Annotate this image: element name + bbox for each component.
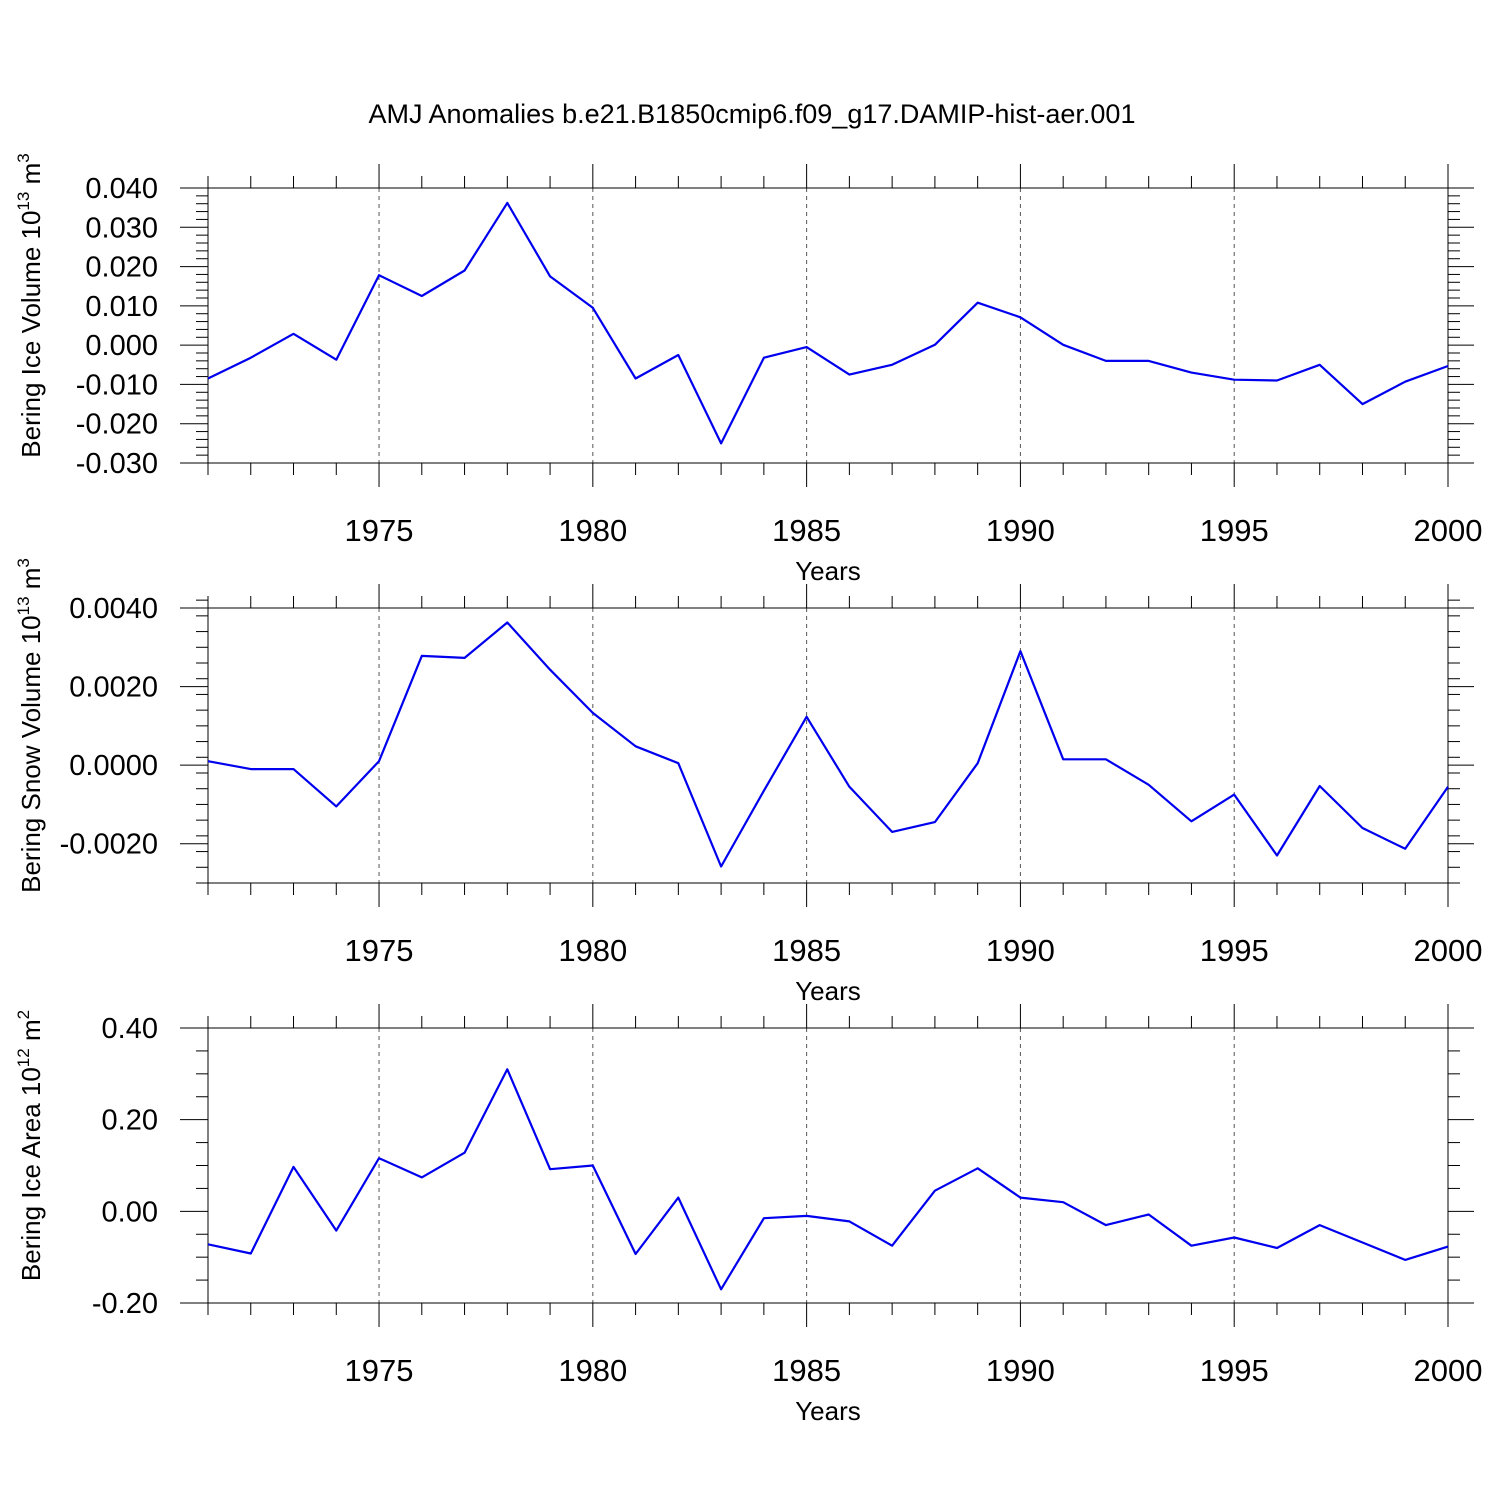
- y-axis-label-unit-exponent: 2: [14, 1010, 33, 1019]
- x-tick-label: 1985: [772, 933, 841, 968]
- y-axis-label-main: Bering Snow Volume 10: [16, 615, 46, 893]
- x-axis-label: Years: [795, 1396, 861, 1426]
- y-tick-label: 0.040: [85, 173, 158, 205]
- y-tick-label: -0.030: [76, 448, 158, 480]
- y-axis-label: Bering Ice Area 1012 m2: [14, 1010, 46, 1281]
- x-tick-label: 1985: [772, 513, 841, 548]
- x-axis-label: Years: [795, 976, 861, 1006]
- y-tick-label: 0.000: [85, 330, 158, 362]
- y-axis-label-main: Bering Ice Volume 10: [16, 211, 46, 458]
- x-tick-label: 1980: [558, 933, 627, 968]
- x-tick-label: 1980: [558, 1353, 627, 1388]
- plot-frame: [207, 607, 1449, 884]
- y-axis-label-unit-exponent: 3: [14, 153, 33, 162]
- plot-frame: [207, 187, 1449, 464]
- x-tick-label: 1980: [558, 513, 627, 548]
- y-tick-label: -0.0020: [60, 829, 158, 861]
- y-axis-label-main: Bering Ice Area 10: [16, 1067, 46, 1281]
- y-tick-label: 0.40: [102, 1013, 158, 1045]
- y-tick-label: -0.20: [92, 1288, 158, 1320]
- x-tick-label: 2000: [1414, 513, 1483, 548]
- y-axis-label-unit: m: [16, 163, 46, 192]
- x-tick-label: 1990: [986, 1353, 1055, 1388]
- x-tick-label: 1985: [772, 1353, 841, 1388]
- series-line: [207, 1068, 1449, 1291]
- chart-title: AMJ Anomalies b.e21.B1850cmip6.f09_g17.D…: [369, 99, 1136, 129]
- x-tick-label: 1990: [986, 933, 1055, 968]
- panel-1: -0.030 -0.020 -0.010 0.000 0.010 0.020 0.030 0.…: [14, 153, 1482, 586]
- y-axis-label-exponent: 12: [14, 1048, 33, 1067]
- y-tick-label: 0.0040: [69, 593, 158, 625]
- y-axis-label-unit: m: [16, 568, 46, 597]
- y-axis-label-exponent: 13: [14, 596, 33, 615]
- y-tick-label: 0.010: [85, 291, 158, 323]
- x-tick-label: 1975: [345, 1353, 414, 1388]
- y-tick-label: 0.20: [102, 1105, 158, 1137]
- x-tick-label: 1975: [345, 513, 414, 548]
- y-tick-label: 0.00: [102, 1196, 158, 1228]
- y-axis-label-unit-exponent: 3: [14, 558, 33, 567]
- series-line: [207, 201, 1449, 445]
- x-tick-label: 1995: [1200, 933, 1269, 968]
- x-axis-label: Years: [795, 556, 861, 586]
- y-axis-label: Bering Snow Volume 1013 m3: [14, 558, 46, 893]
- x-tick-label: 2000: [1414, 933, 1483, 968]
- y-tick-label: -0.020: [76, 409, 158, 441]
- series-line: [207, 621, 1449, 868]
- panel-3: -0.20 0.00 0.20 0.40 1975 1980 1985 1990 1995 200…: [14, 1004, 1482, 1426]
- x-tick-label: 1995: [1200, 513, 1269, 548]
- y-tick-label: -0.010: [76, 369, 158, 401]
- x-tick-label: 2000: [1414, 1353, 1483, 1388]
- panel-2: -0.0020 0.0000 0.0020 0.0040 1975 1980 1985 199…: [14, 558, 1482, 1006]
- y-axis-label-unit: m: [16, 1019, 46, 1048]
- y-tick-label: 0.0020: [69, 672, 158, 704]
- y-axis-label-exponent: 13: [14, 192, 33, 211]
- x-tick-label: 1990: [986, 513, 1055, 548]
- x-tick-label: 1995: [1200, 1353, 1269, 1388]
- y-tick-label: 0.020: [85, 252, 158, 284]
- x-tick-label: 1975: [345, 933, 414, 968]
- y-tick-label: 0.030: [85, 212, 158, 244]
- y-axis-label: Bering Ice Volume 1013 m3: [14, 153, 46, 457]
- y-tick-label: 0.0000: [69, 750, 158, 782]
